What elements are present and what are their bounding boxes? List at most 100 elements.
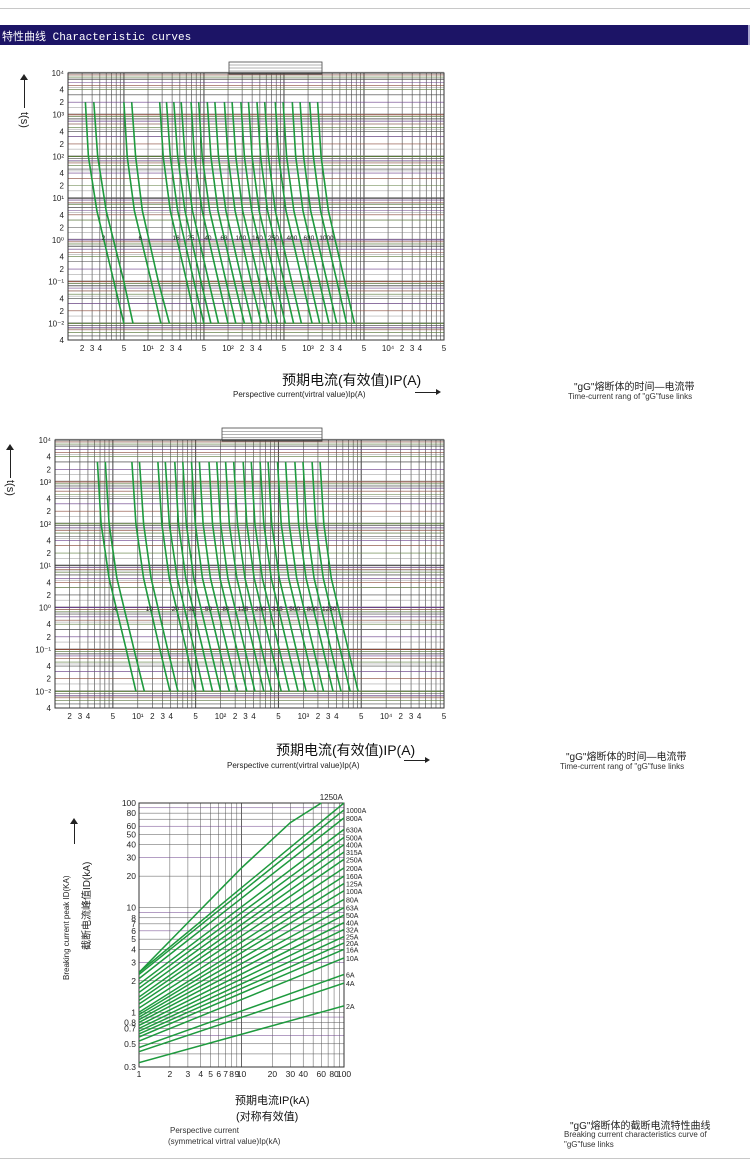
chart2-x-tick-label: 10³ xyxy=(298,712,310,721)
chart1-x-tick-label: 3 xyxy=(170,344,175,353)
chart1-y-tick-label: 10⁴ xyxy=(52,69,65,78)
chart2-x-tick-label: 2 xyxy=(233,712,238,721)
chart1-curve-1000-min xyxy=(308,102,348,324)
chart2-curve-label-10: 10 xyxy=(146,606,154,613)
chart3-x-axis-label-en: Perspective current xyxy=(170,1126,239,1135)
chart3-series-label-25A: 25A xyxy=(346,934,359,941)
chart1-x-axis-arrow xyxy=(415,392,437,393)
chart2-y-tick-label: 2 xyxy=(47,633,52,642)
chart1-y-tick-label: 2 xyxy=(60,140,65,149)
chart2-x-tick-label: 4 xyxy=(334,712,339,721)
chart3-series-label-500A: 500A xyxy=(346,835,363,842)
chart1-curves xyxy=(84,102,356,324)
chart1-x-tick-label: 2 xyxy=(320,344,325,353)
chart3-peak-envelope xyxy=(139,802,322,974)
chart2-x-tick-label: 4 xyxy=(169,712,174,721)
chart2-y-tick-label: 10⁻¹ xyxy=(35,645,51,654)
chart3-y-tick-label: 0.5 xyxy=(124,1039,136,1049)
chart3-series-label-200A: 200A xyxy=(346,866,363,873)
chart3-series-label-50A: 50A xyxy=(346,913,359,920)
chart2-x-tick-label: 2 xyxy=(67,712,72,721)
chart2-x-tick-label: 4 xyxy=(251,712,256,721)
chart1-curve-25-min xyxy=(173,102,212,324)
chart2-curve-label-50: 50 xyxy=(205,606,213,613)
chart3-y-tick-label: 50 xyxy=(127,830,137,840)
chart2-curve-20-max xyxy=(164,461,205,692)
chart2-x-tick-label: 3 xyxy=(409,712,414,721)
chart2-x-axis-label-cn: 预期电流(有效值)IP(A) xyxy=(276,742,416,758)
chart3-line-80A xyxy=(139,898,344,1018)
chart3-x-tick-label: 80 xyxy=(329,1069,339,1079)
chart1-curve-630-min xyxy=(291,102,330,324)
chart1-y-tick-label: 10⁻¹ xyxy=(48,278,64,287)
chart2-x-tick-label: 10¹ xyxy=(132,712,144,721)
chart3-line-630A xyxy=(139,828,344,985)
chart2-y-tick-label: 10² xyxy=(39,520,51,529)
chart3-y-tick-label: 8 xyxy=(131,913,136,923)
chart2-curve-800-min xyxy=(294,461,334,692)
chart2-x-tick-label: 3 xyxy=(243,712,248,721)
chart2-curve-label-20: 20 xyxy=(172,606,180,613)
chart3-line-160A xyxy=(139,875,344,1009)
chart3-y-tick-label: 4 xyxy=(131,944,136,954)
chart1-x-tick-label: 2 xyxy=(400,344,405,353)
chart1-curve-40-max xyxy=(197,102,237,324)
chart1-curve-63-max xyxy=(214,102,253,324)
chart2-curve-1250-min xyxy=(311,461,351,692)
chart2-frame xyxy=(54,439,445,709)
chart1-y-tick-label: 4 xyxy=(60,127,65,136)
chart1-x-tick-label: 10⁴ xyxy=(382,344,395,353)
chart3-y-axis-label-cn: 截断电流峰值ID(kA) xyxy=(82,861,93,950)
chart1-curve-16-min xyxy=(158,102,197,324)
chart3-y-tick-label: 60 xyxy=(127,821,137,831)
chart2-y-tick-label: 10³ xyxy=(39,478,51,487)
chart2-x-tick-label: 3 xyxy=(326,712,331,721)
chart2-x-tick-label: 5 xyxy=(442,712,447,721)
chart1-curve-label-1000: 1000 xyxy=(319,235,334,242)
chart3-series-label-80A: 80A xyxy=(346,897,359,904)
chart3-y-tick-label: 3 xyxy=(131,957,136,967)
chart2-x-axis-arrow xyxy=(404,760,426,761)
chart1-y-axis-label: t(s) xyxy=(18,112,30,128)
chart1-curve-6-max xyxy=(130,102,171,324)
chart2-caption-cn: "gG"熔断体的时间—电流带 xyxy=(566,752,687,763)
chart2-y-axis-arrow xyxy=(10,448,11,478)
chart2-x-tick-label: 2 xyxy=(316,712,321,721)
chart3-caption-en: Breaking current characteristics curve o… xyxy=(564,1130,707,1139)
chart1-y-tick-label: 10³ xyxy=(52,111,64,120)
chart3-line-20A xyxy=(139,942,344,1035)
chart3-series-label-2A: 2A xyxy=(346,1004,355,1011)
chart1-curve-label-63: 63 xyxy=(220,235,228,242)
chart1-y-tick-label: 2 xyxy=(60,182,65,191)
chart1-y-tick-label: 10² xyxy=(52,152,64,161)
chart1-curve-250-max xyxy=(263,102,303,324)
chart2-curve-label-800: 800 xyxy=(307,606,318,613)
chart1-x-tick-label: 5 xyxy=(282,344,287,353)
chart2-y-tick-label: 2 xyxy=(47,549,52,558)
chart2-y-axis-arrowhead xyxy=(6,444,14,450)
chart3-series-label-63A: 63A xyxy=(346,906,359,913)
chart1-curve-2-max xyxy=(93,102,134,324)
chart2-curve-125-max xyxy=(232,461,273,692)
chart3-x-tick-label: 9 xyxy=(234,1069,239,1079)
chart1-x-tick-label: 2 xyxy=(80,344,85,353)
chart1-curve-400-max xyxy=(282,102,321,324)
chart1-curve-25-max xyxy=(180,102,220,324)
chart1-x-tick-label: 3 xyxy=(250,344,255,353)
chart3-y-tick-label: 0.7 xyxy=(124,1023,136,1033)
chart2-curve-32-min xyxy=(174,461,214,692)
chart3-x-tick-label: 7 xyxy=(223,1069,228,1079)
chart1-x-tick-label: 10¹ xyxy=(142,344,154,353)
chart1-curve-16-max xyxy=(165,102,205,324)
chart3-line-200A xyxy=(139,867,344,1005)
chart2-y-tick-label: 2 xyxy=(47,591,52,600)
chart1-curve-100-max xyxy=(231,102,270,324)
chart2-curve-4-min xyxy=(96,461,137,692)
chart3-y-axis-label-en: Breaking current peak ID(KA) xyxy=(62,875,71,981)
chart3-line-32A xyxy=(139,928,344,1030)
chart1-x-tick-label: 10² xyxy=(222,344,234,353)
chart2-curve-200-min xyxy=(242,461,282,692)
chart2-curve-50-max xyxy=(198,461,239,692)
chart2-x-tick-label: 10² xyxy=(215,712,227,721)
chart1-y-tick-label: 2 xyxy=(60,223,65,232)
